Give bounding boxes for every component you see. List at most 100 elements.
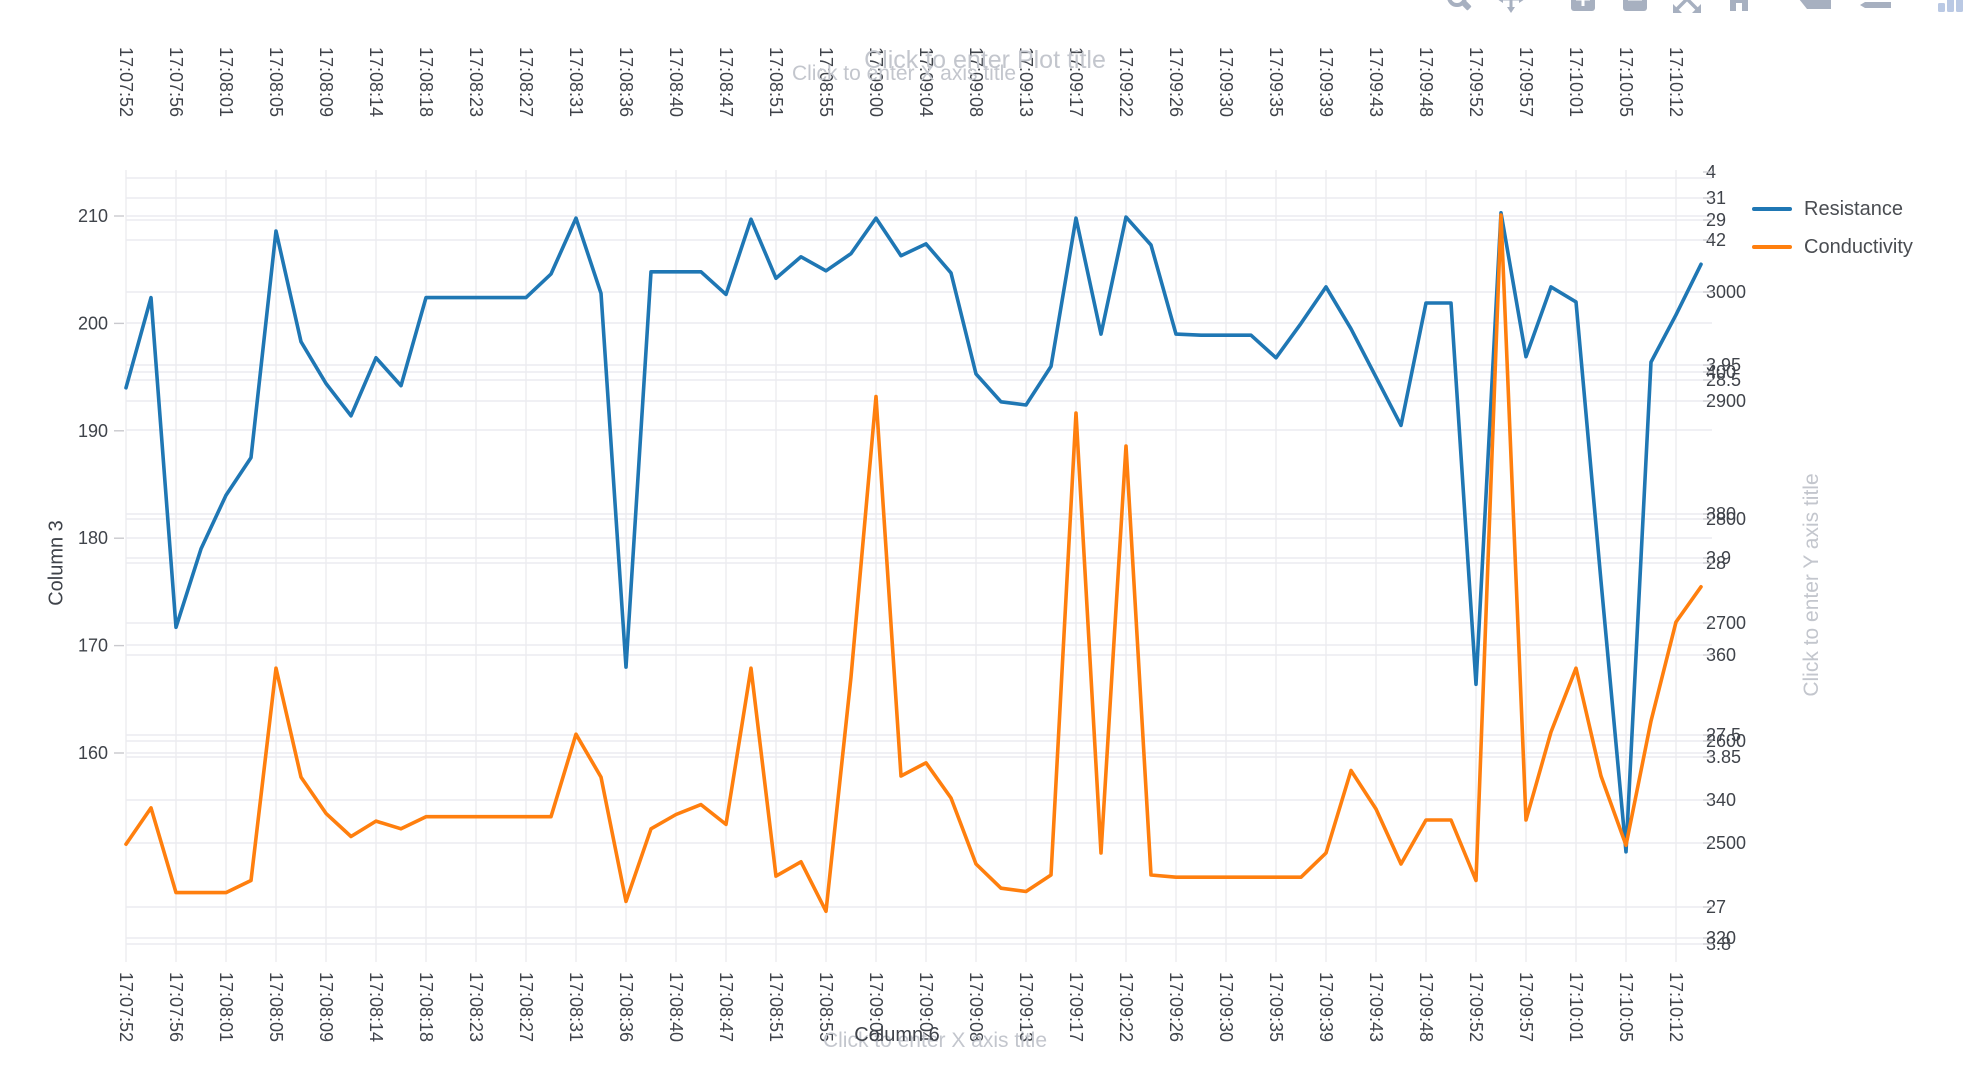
- x-tick-label-top: 17:10:12: [1666, 47, 1686, 117]
- right-axis-tick-label: 340: [1706, 790, 1736, 810]
- legend-item-conductivity[interactable]: Conductivity: [1752, 228, 1913, 266]
- hover-closest-icon[interactable]: [1797, 0, 1833, 13]
- right-axis-tick-label: 2500: [1706, 833, 1746, 853]
- legend[interactable]: Resistance Conductivity: [1752, 190, 1913, 266]
- right-axis-tick-label: 2800: [1706, 509, 1746, 529]
- x-tick-label-bottom: 17:08:01: [216, 972, 236, 1042]
- left-axis-title[interactable]: Column 3: [45, 520, 68, 606]
- x-tick-label-top: 17:08:51: [766, 47, 786, 117]
- right-axis-tick-label: 2600: [1706, 731, 1746, 751]
- autoscale-icon[interactable]: [1673, 0, 1701, 13]
- x-tick-label-bottom: 17:09:48: [1416, 972, 1436, 1042]
- x-tick-label-top: 17:08:01: [216, 47, 236, 117]
- x-axis-title-top-placeholder[interactable]: Click to enter X axis title: [791, 62, 1017, 85]
- right-axis-tick-label: 2700: [1706, 613, 1746, 633]
- modebar: [1445, 0, 1965, 20]
- zoom-in-icon[interactable]: [1569, 0, 1597, 13]
- plot-title-placeholder[interactable]: Click to enter Plot title: [864, 46, 1106, 74]
- x-tick-label-top: 17:09:30: [1216, 47, 1236, 117]
- x-tick-label-bottom: 17:10:05: [1616, 972, 1636, 1042]
- x-tick-label-bottom: 17:09:04: [916, 972, 936, 1042]
- y-axis-title-right-placeholder[interactable]: Click to enter Y axis title: [1800, 473, 1823, 697]
- right-axis-tick-label: 320: [1706, 928, 1736, 948]
- x-tick-label-top: 17:09:17: [1066, 47, 1086, 117]
- x-tick-label-top: 17:08:36: [616, 47, 636, 117]
- x-tick-label-top: 17:09:57: [1516, 47, 1536, 117]
- right-axis-tick-label: 42: [1706, 230, 1726, 250]
- x-tick-label-bottom: 17:07:56: [166, 972, 186, 1042]
- x-tick-label-bottom: 17:09:52: [1466, 972, 1486, 1042]
- x-tick-label-bottom: 17:08:40: [666, 972, 686, 1042]
- x-tick-label-bottom: 17:09:08: [966, 972, 986, 1042]
- right-axis-tick-label: 3000: [1706, 282, 1746, 302]
- x-tick-label-top: 17:08:18: [416, 47, 436, 117]
- right-axis-tick-label: 3.8: [1706, 934, 1731, 954]
- x-tick-label-bottom: 17:08:23: [466, 972, 486, 1042]
- right-axis-tick-label: 3.95: [1706, 355, 1741, 375]
- x-tick-label-bottom: 17:08:05: [266, 972, 286, 1042]
- x-tick-label-bottom: 17:09:57: [1516, 972, 1536, 1042]
- right-axis-tick-label: 29: [1706, 210, 1726, 230]
- x-tick-label-top: 17:09:35: [1266, 47, 1286, 117]
- x-tick-label-bottom: 17:08:55: [816, 972, 836, 1042]
- x-tick-label-top: 17:09:43: [1366, 47, 1386, 117]
- right-axis-tick-label: 27: [1706, 897, 1726, 917]
- left-axis-tick-label: 200: [78, 313, 108, 333]
- x-tick-label-bottom: 17:09:39: [1316, 972, 1336, 1042]
- x-tick-label-top: 17:09:39: [1316, 47, 1336, 117]
- x-tick-label-top: 17:10:05: [1616, 47, 1636, 117]
- series-resistance[interactable]: [124, 211, 1703, 854]
- x-tick-label-top: 17:08:47: [716, 47, 736, 117]
- reset-axes-home-icon[interactable]: [1725, 0, 1753, 13]
- x-tick-label-bottom: 17:08:51: [766, 972, 786, 1042]
- right-axis-tick-label: 2900: [1706, 391, 1746, 411]
- x-tick-label-bottom: 17:09:13: [1016, 972, 1036, 1042]
- zoom-out-icon[interactable]: [1621, 0, 1649, 13]
- x-tick-label-bottom: 17:08:14: [366, 972, 386, 1042]
- pan-icon[interactable]: [1497, 0, 1525, 13]
- plotly-logo-icon[interactable]: [1937, 0, 1965, 13]
- right-axis-tick-label: 3.85: [1706, 747, 1741, 767]
- x-tick-label-bottom: 17:08:47: [716, 972, 736, 1042]
- x-tick-label-top: 17:09:26: [1166, 47, 1186, 117]
- right-axis-tick-label: 360: [1706, 645, 1736, 665]
- x-tick-label-top: 17:08:31: [566, 47, 586, 117]
- left-axis-tick-label: 190: [78, 421, 108, 441]
- series-conductivity[interactable]: [124, 213, 1703, 914]
- x-tick-label-bottom: 17:09:43: [1366, 972, 1386, 1042]
- x-tick-label-top: 17:09:22: [1116, 47, 1136, 117]
- x-tick-label-top: 17:09:13: [1016, 47, 1036, 117]
- bottom-axis-title[interactable]: Column 6: [854, 1024, 940, 1046]
- x-tick-label-bottom: 17:10:01: [1566, 972, 1586, 1042]
- left-axis-tick-label: 170: [78, 636, 108, 656]
- zoom-icon[interactable]: [1445, 0, 1473, 13]
- right-axis-tick-label: 380: [1706, 504, 1736, 524]
- right-axis-tick-label: 28.5: [1706, 370, 1741, 390]
- x-tick-label-top: 17:08:23: [466, 47, 486, 117]
- x-tick-label-bottom: 17:09:30: [1216, 972, 1236, 1042]
- right-axis-tick-label: 400: [1706, 362, 1736, 382]
- x-tick-label-bottom: 17:10:12: [1666, 972, 1686, 1042]
- x-tick-label-bottom: 17:09:26: [1166, 972, 1186, 1042]
- x-tick-label-top: 17:08:55: [816, 47, 836, 117]
- x-tick-label-top: 17:09:08: [966, 47, 986, 117]
- x-tick-label-top: 17:08:05: [266, 47, 286, 117]
- x-axis-title-bottom-placeholder[interactable]: Click to enter X axis title: [822, 1029, 1048, 1052]
- x-tick-label-bottom: 17:09:17: [1066, 972, 1086, 1042]
- x-tick-label-bottom: 17:08:31: [566, 972, 586, 1042]
- legend-label: Conductivity: [1804, 235, 1913, 258]
- left-axis-tick-label: 180: [78, 528, 108, 548]
- conductivity-line-swatch: [1752, 245, 1792, 249]
- right-axis-tick-label: 27.5: [1706, 725, 1741, 745]
- x-tick-label-bottom: 17:09:00: [866, 972, 886, 1042]
- x-tick-label-top: 17:08:14: [366, 47, 386, 117]
- legend-item-resistance[interactable]: Resistance: [1752, 190, 1913, 228]
- x-tick-label-top: 17:08:40: [666, 47, 686, 117]
- x-tick-label-top: 17:08:09: [316, 47, 336, 117]
- left-axis-tick-label: 210: [78, 206, 108, 226]
- right-axis-tick-label: 31: [1706, 188, 1726, 208]
- x-tick-label-bottom: 17:08:09: [316, 972, 336, 1042]
- hover-compare-icon[interactable]: [1857, 0, 1893, 13]
